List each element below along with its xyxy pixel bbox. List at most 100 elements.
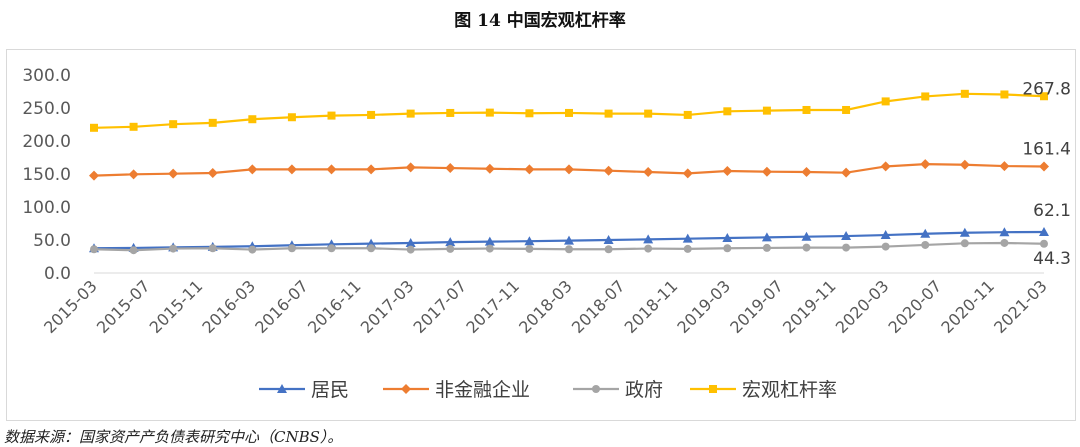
x-tick-label: 2016-07 <box>251 276 312 337</box>
data-point <box>445 237 456 247</box>
data-point <box>446 108 455 117</box>
data-point <box>524 236 535 246</box>
data-point <box>524 164 535 175</box>
x-tick-label: 2019-11 <box>779 276 840 337</box>
data-point <box>405 162 416 173</box>
data-point <box>842 243 851 252</box>
legend-item: 非金融企业 <box>383 379 530 401</box>
data-point <box>881 242 890 251</box>
data-point <box>920 228 931 238</box>
data-point <box>592 385 600 393</box>
data-point <box>169 120 178 129</box>
x-tick-label: 2020-11 <box>937 276 998 337</box>
y-tick-label: 200.0 <box>22 132 71 152</box>
y-tick-label: 150.0 <box>22 165 71 185</box>
data-point <box>722 166 733 177</box>
data-point <box>168 168 179 179</box>
data-point <box>880 230 891 240</box>
data-point <box>484 236 495 246</box>
data-point <box>1039 161 1049 172</box>
data-point <box>921 240 930 249</box>
data-point <box>604 245 613 254</box>
y-tick-label: 300.0 <box>22 66 71 86</box>
data-point <box>722 233 733 243</box>
data-point <box>169 244 178 253</box>
data-point <box>801 231 812 241</box>
series-宏观杠杆率 <box>90 89 1048 132</box>
data-point <box>327 111 336 120</box>
data-point <box>525 244 534 253</box>
legend: 居民 非金融企业 政府 宏观杠杆率 <box>259 379 837 401</box>
data-point <box>1000 238 1009 247</box>
data-point <box>644 109 653 118</box>
data-point <box>959 227 970 237</box>
chart-title: 图 14 中国宏观杠杆率 <box>454 11 626 31</box>
series-layer <box>89 89 1049 255</box>
data-point <box>802 243 811 252</box>
y-tick-label: 0.0 <box>44 264 71 284</box>
y-axis: 0.0 50.0 100.0 150.0 200.0 250.0 300.0 <box>22 66 71 284</box>
line-chart: 0.0 50.0 100.0 150.0 200.0 250.0 300.0 2015-03… <box>22 66 1071 401</box>
legend-item: 宏观杠杆率 <box>690 379 837 401</box>
data-point <box>841 231 852 241</box>
data-point <box>446 244 455 253</box>
data-point <box>682 233 693 243</box>
data-point <box>881 97 890 106</box>
legend-label: 居民 <box>311 379 349 401</box>
data-point <box>999 227 1010 237</box>
data-point <box>603 165 614 176</box>
x-tick-label: 2021-03 <box>990 276 1051 337</box>
data-point <box>644 244 653 253</box>
data-point <box>880 161 891 172</box>
data-point <box>564 164 574 175</box>
data-point <box>564 235 574 245</box>
data-point <box>1040 239 1048 248</box>
series-非金融企业 <box>89 159 1049 181</box>
data-point <box>603 235 614 244</box>
data-point <box>406 245 415 254</box>
data-point <box>682 168 693 179</box>
x-tick-label: 2019-07 <box>726 276 787 337</box>
legend-label: 非金融企业 <box>435 379 530 401</box>
x-tick-label: 2017-11 <box>462 276 523 337</box>
data-point <box>762 106 771 115</box>
data-point <box>761 166 772 177</box>
data-point <box>960 89 969 98</box>
data-point <box>90 123 98 132</box>
data-point <box>683 244 692 253</box>
data-point <box>401 384 411 394</box>
data-point <box>565 245 573 254</box>
data-point <box>723 107 732 116</box>
x-tick-label: 2018-11 <box>621 276 682 337</box>
data-point <box>921 92 930 101</box>
data-point <box>129 246 138 255</box>
data-point <box>277 384 287 393</box>
x-tick-label: 2017-03 <box>357 276 418 337</box>
end-value-label: 267.8 <box>1022 79 1071 99</box>
end-value-label: 161.4 <box>1022 139 1071 159</box>
data-point <box>959 159 970 170</box>
data-point <box>709 385 717 393</box>
data-point <box>643 234 654 244</box>
data-point <box>841 167 852 178</box>
data-point <box>762 243 771 252</box>
data-point <box>129 122 138 131</box>
y-tick-label: 100.0 <box>22 198 71 218</box>
x-tick-label: 2020-03 <box>832 276 893 337</box>
data-point <box>484 163 495 174</box>
data-point <box>208 244 217 253</box>
end-value-label: 44.3 <box>1033 249 1071 269</box>
data-point <box>960 239 969 248</box>
x-tick-label: 2020-07 <box>885 276 946 337</box>
data-point <box>643 167 654 178</box>
data-point <box>89 170 99 181</box>
data-point <box>1040 92 1048 101</box>
y-tick-label: 250.0 <box>22 99 71 119</box>
data-point <box>1000 90 1009 99</box>
data-point <box>326 164 337 175</box>
data-point <box>128 169 139 180</box>
data-point <box>761 232 772 242</box>
data-point <box>367 110 376 119</box>
data-point <box>247 164 258 175</box>
end-value-label: 62.1 <box>1033 201 1071 221</box>
